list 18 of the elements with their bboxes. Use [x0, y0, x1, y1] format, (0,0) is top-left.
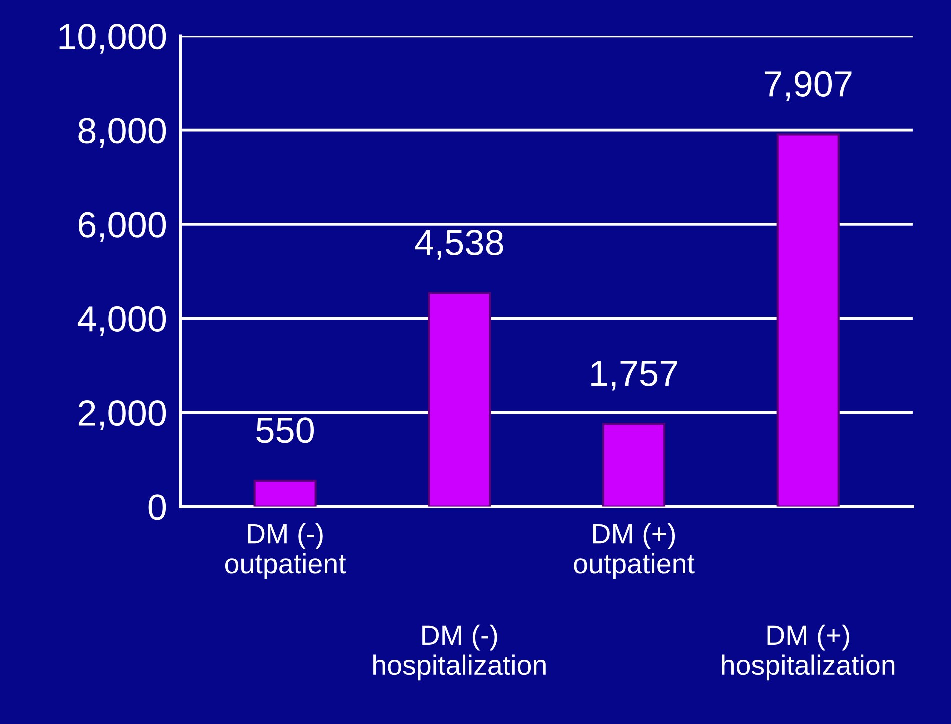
x-tick-label: DM (-) hospitalization	[374, 624, 546, 681]
y-tick-label: 6,000	[78, 212, 166, 242]
y-tick-label: 8,000	[78, 118, 166, 148]
bar	[428, 292, 492, 507]
x-tick-label: DM (+) outpatient	[574, 523, 695, 580]
y-tick-label: 4,000	[78, 306, 166, 336]
bar	[602, 423, 666, 507]
data-label: 550	[256, 418, 314, 444]
bar	[254, 480, 317, 507]
data-label: 4,538	[415, 230, 504, 260]
x-tick-label: DM (+) hospitalization	[722, 624, 895, 681]
y-tick-label: 2,000	[78, 400, 166, 430]
bar	[776, 134, 840, 507]
x-tick-label: DM (-) outpatient	[225, 523, 346, 580]
data-label: 7,907	[765, 71, 852, 102]
data-label: 1,757	[592, 361, 678, 391]
y-tick-label: 10,000	[60, 24, 166, 54]
y-tick-label: 0	[148, 494, 166, 520]
